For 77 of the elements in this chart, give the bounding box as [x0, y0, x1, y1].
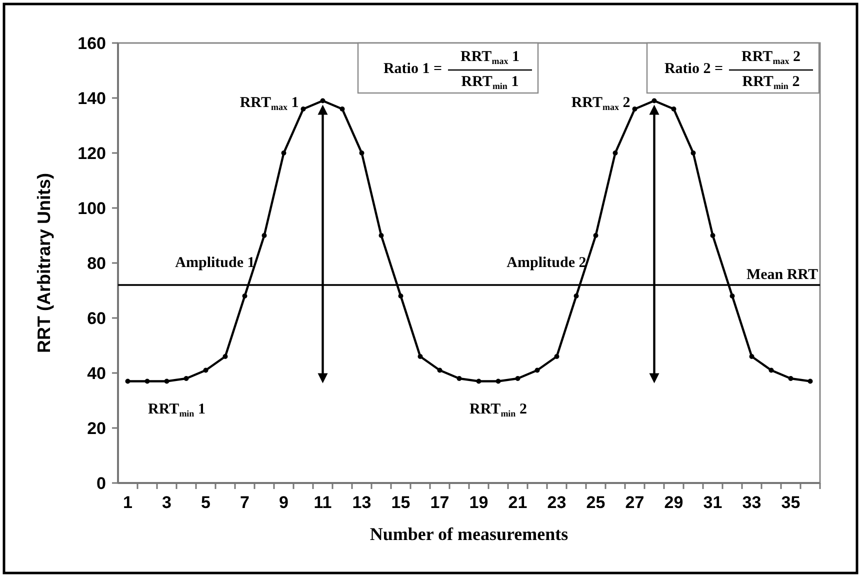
annotation: RRT$_{max}$ 1: [240, 94, 299, 112]
x-tick-label: 27: [625, 493, 644, 512]
x-tick-label: 33: [742, 493, 762, 512]
annotation: RRT$_{min}$ 2: [742, 74, 800, 91]
point: [730, 294, 735, 298]
x-tick-label: 19: [469, 493, 488, 512]
point: [632, 106, 638, 112]
y-tick-label: 100: [78, 198, 106, 218]
point: [281, 150, 286, 156]
annotation: RRT$_{max}$ 1: [460, 49, 520, 66]
annotation: RRT$_{min}$ 1: [148, 401, 206, 418]
annotation: RRT$_{min}$ 2: [470, 401, 527, 418]
point: [515, 376, 520, 381]
x-tick-label: 25: [586, 493, 606, 512]
x-tick-label: 17: [430, 493, 450, 512]
x-axis-title: Number of measurements: [370, 524, 568, 544]
ref-line-label: Mean RRT: [746, 267, 818, 283]
x-tick-label: 35: [781, 493, 800, 512]
point: [554, 354, 560, 359]
point: [184, 376, 189, 381]
point: [320, 98, 326, 104]
y-tick-label: 120: [78, 144, 106, 163]
x-tick-label: 11: [314, 493, 332, 512]
x-tick-label: 31: [703, 493, 722, 512]
point: [652, 98, 657, 104]
y-tick-label: 40: [87, 364, 106, 383]
annotation: RRT$_{min}$ 1: [461, 74, 519, 91]
x-tick-label: 29: [664, 493, 684, 512]
point: [612, 150, 618, 156]
point: [476, 378, 482, 384]
x-tick-label: 23: [547, 493, 566, 512]
point: [418, 354, 423, 359]
annotation: RRT$_{max}$ 2: [742, 49, 800, 66]
point: [710, 233, 716, 238]
point: [671, 106, 676, 112]
point: [242, 294, 248, 298]
point: [534, 368, 540, 373]
annotation: Ratio 1 =: [383, 61, 442, 77]
y-tick-label: 160: [78, 34, 106, 53]
y-axis-title: RRT (Arbitrary Units): [34, 172, 54, 354]
annotation: Amplitude 1: [175, 255, 255, 271]
point: [456, 376, 462, 381]
annotation: Amplitude 2: [506, 255, 586, 271]
annotation: RRT$_{max}$ 2: [571, 94, 630, 112]
x-tick-label: 13: [352, 493, 372, 512]
point: [749, 354, 754, 359]
point: [690, 150, 696, 156]
point: [164, 378, 170, 384]
x-tick-label: 1: [123, 493, 132, 512]
annotation: Ratio 2 =: [664, 61, 723, 77]
point: [808, 378, 813, 384]
x-tick-label: 21: [508, 493, 528, 512]
x-tick-label: 5: [201, 493, 210, 512]
x-tick-label: 7: [240, 493, 250, 512]
y-tick-label: 80: [87, 254, 106, 273]
point: [144, 378, 150, 384]
y-tick-label: 60: [87, 308, 106, 328]
point: [300, 106, 306, 112]
y-tick-label: 20: [87, 418, 106, 438]
point: [359, 150, 364, 156]
point: [574, 294, 579, 298]
y-tick-label: 140: [78, 88, 106, 108]
x-tick-label: 3: [162, 493, 172, 512]
point: [222, 354, 228, 359]
y-tick-label: 0: [96, 474, 106, 493]
point: [203, 368, 208, 373]
x-tick-label: 9: [279, 493, 288, 512]
point: [262, 233, 267, 238]
point: [593, 233, 598, 238]
point: [768, 368, 774, 373]
point: [496, 378, 501, 384]
point: [788, 376, 794, 381]
point: [398, 294, 404, 298]
x-tick-label: 15: [391, 493, 410, 512]
point: [340, 106, 345, 112]
point: [437, 368, 442, 373]
point: [378, 233, 384, 238]
